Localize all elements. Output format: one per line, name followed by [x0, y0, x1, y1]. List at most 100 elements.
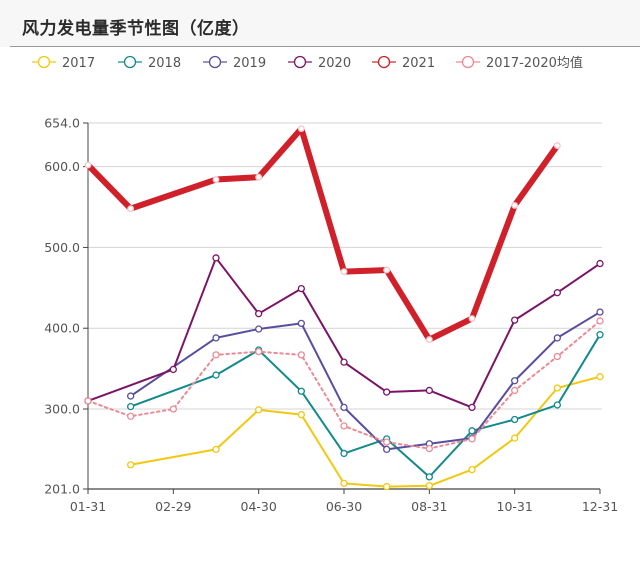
data-point[interactable] [383, 445, 391, 454]
data-point[interactable] [340, 479, 348, 487]
series-lines [84, 125, 604, 491]
x-tick-label: 12-31 [582, 499, 618, 514]
data-point[interactable] [425, 444, 433, 453]
series-line [85, 125, 561, 343]
data-point[interactable] [297, 411, 305, 419]
data-point[interactable] [297, 284, 305, 293]
data-point[interactable] [553, 401, 561, 409]
data-point[interactable] [169, 405, 177, 413]
legend-label: 2020 [318, 56, 351, 71]
series-2020[interactable] [84, 254, 604, 412]
legend-label: 2019 [233, 56, 266, 71]
data-point[interactable] [596, 308, 604, 316]
data-point[interactable] [468, 315, 476, 322]
legend-item-2018[interactable]: 2018 [118, 55, 181, 71]
data-point[interactable] [553, 352, 561, 361]
data-point[interactable] [383, 438, 391, 446]
data-point[interactable] [511, 386, 519, 395]
x-tick-label: 02-29 [155, 499, 191, 514]
data-point[interactable] [340, 358, 348, 366]
data-point[interactable] [255, 406, 263, 414]
data-point[interactable] [127, 205, 135, 213]
legend-item-2017[interactable]: 2017 [32, 55, 95, 71]
data-point[interactable] [84, 397, 92, 405]
x-tick-label: 10-31 [497, 499, 533, 514]
legend-label: 2017-2020均值 [486, 55, 583, 71]
data-point[interactable] [340, 268, 348, 276]
y-tick-label: 300.0 [44, 402, 80, 417]
data-point[interactable] [340, 403, 348, 412]
legend-item-2017-2020均值[interactable]: 2017-2020均值 [456, 55, 583, 71]
data-point[interactable] [511, 415, 519, 424]
data-point[interactable] [553, 384, 561, 392]
data-point[interactable] [127, 392, 135, 400]
data-point[interactable] [127, 402, 135, 411]
data-point[interactable] [425, 336, 433, 343]
data-point[interactable] [511, 201, 519, 209]
data-point[interactable] [596, 373, 604, 381]
series-line [129, 333, 601, 478]
data-point[interactable] [127, 461, 135, 469]
y-tick-label: 400.0 [44, 321, 80, 336]
data-point[interactable] [297, 319, 305, 328]
data-point[interactable] [511, 434, 519, 442]
series-line [129, 375, 601, 488]
data-point[interactable] [255, 173, 263, 181]
data-point[interactable] [212, 371, 220, 379]
data-point[interactable] [255, 325, 263, 333]
legend-item-2019[interactable]: 2019 [203, 55, 266, 71]
data-point[interactable] [553, 142, 561, 150]
series-2021[interactable] [84, 125, 561, 343]
legend-marker-icon [208, 55, 222, 69]
data-point[interactable] [511, 377, 519, 385]
data-point[interactable] [169, 365, 177, 374]
title-divider [10, 46, 640, 47]
data-point[interactable] [511, 316, 519, 324]
data-point[interactable] [127, 412, 135, 420]
data-point[interactable] [297, 351, 305, 359]
data-point[interactable] [340, 422, 348, 430]
data-point[interactable] [596, 259, 604, 268]
data-point[interactable] [84, 161, 92, 169]
data-point[interactable] [425, 473, 433, 481]
data-point[interactable] [553, 289, 561, 297]
legend-item-2020[interactable]: 2020 [288, 55, 351, 71]
data-point[interactable] [468, 435, 476, 443]
data-point[interactable] [297, 387, 305, 395]
legend-marker-icon [37, 55, 51, 69]
data-point[interactable] [255, 347, 263, 356]
x-tick-label: 01-31 [70, 499, 106, 514]
data-point[interactable] [297, 125, 305, 133]
data-point[interactable] [468, 403, 476, 412]
legend-marker-icon [123, 55, 137, 69]
data-point[interactable] [212, 334, 220, 342]
data-point[interactable] [553, 334, 561, 342]
data-point[interactable] [468, 427, 476, 435]
data-point[interactable] [212, 176, 220, 184]
legend[interactable]: 2017 2018 2019 2020 2021 2017-2020均值 [32, 55, 583, 71]
series-2017[interactable] [127, 373, 604, 491]
axes: 201.0 300.0 400.0 500.0 600.0 654.0 01-31 02-29… [44, 116, 618, 515]
legend-label: 2017 [62, 56, 95, 71]
data-point[interactable] [596, 331, 604, 339]
y-tick-label: 500.0 [44, 240, 80, 255]
legend-label: 2021 [402, 56, 435, 71]
data-point[interactable] [255, 310, 263, 318]
series-line [87, 256, 601, 409]
series-2018[interactable] [127, 331, 604, 481]
legend-marker-icon [461, 55, 475, 69]
data-point[interactable] [212, 351, 220, 359]
data-point[interactable] [383, 482, 391, 491]
data-point[interactable] [383, 266, 391, 274]
data-point[interactable] [596, 317, 604, 325]
data-point[interactable] [425, 482, 433, 490]
data-point[interactable] [212, 445, 220, 454]
data-point[interactable] [383, 388, 391, 396]
legend-item-2021[interactable]: 2021 [372, 55, 435, 71]
data-point[interactable] [468, 465, 476, 474]
series-2017-2020均值[interactable] [84, 317, 604, 453]
data-point[interactable] [340, 449, 348, 458]
data-point[interactable] [425, 386, 433, 395]
data-point[interactable] [212, 254, 220, 262]
